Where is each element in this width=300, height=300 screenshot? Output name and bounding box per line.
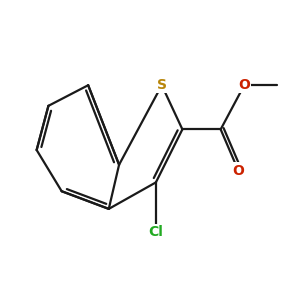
- Text: S: S: [157, 78, 167, 92]
- Text: Cl: Cl: [148, 225, 163, 239]
- Text: O: O: [238, 78, 250, 92]
- Text: O: O: [232, 164, 244, 178]
